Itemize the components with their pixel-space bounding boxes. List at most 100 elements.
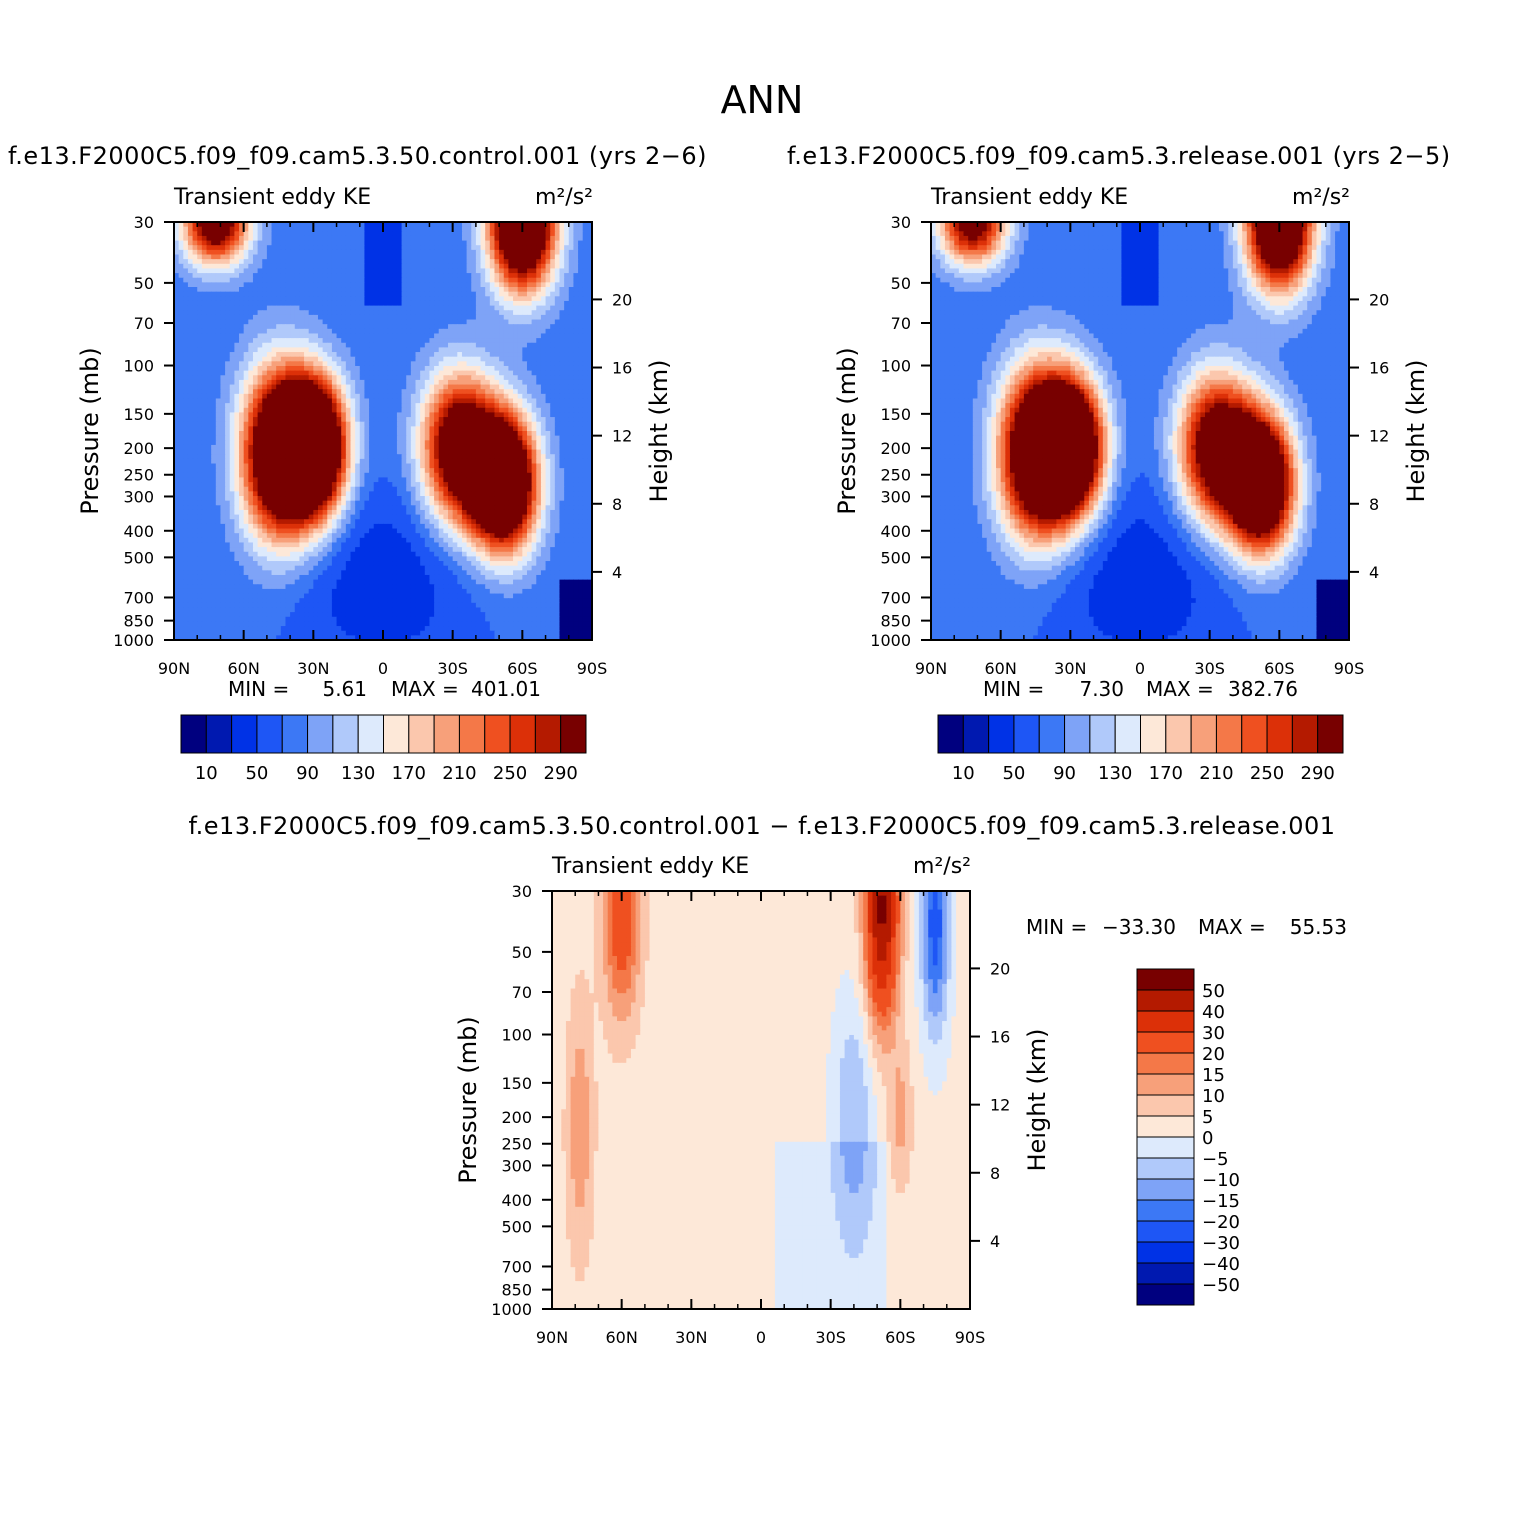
- field-cell: [211, 259, 217, 265]
- field-cell: [192, 412, 198, 418]
- field-cell: [192, 282, 198, 288]
- field-cell: [378, 398, 384, 404]
- field-cell: [526, 393, 533, 400]
- field-cell: [545, 365, 551, 372]
- field-cell: [554, 328, 561, 335]
- field-cell: [280, 268, 287, 274]
- field-cell: [308, 356, 314, 362]
- field-cell: [215, 431, 222, 437]
- field-cell: [369, 319, 375, 325]
- field-cell: [559, 375, 565, 381]
- field-cell: [401, 463, 407, 469]
- field-cell: [387, 291, 393, 297]
- field-cell: [573, 291, 579, 297]
- field-cell: [499, 370, 505, 376]
- field-cell: [480, 254, 486, 260]
- field-cell: [178, 472, 184, 479]
- field-cell: [373, 268, 379, 274]
- field-cell: [392, 282, 398, 288]
- field-cell: [220, 347, 226, 353]
- field-cell: [387, 287, 393, 293]
- field-cell: [396, 231, 403, 237]
- field-cell: [341, 282, 347, 288]
- field-cell: [429, 370, 435, 376]
- field-cell: [452, 463, 458, 469]
- field-cell: [345, 398, 352, 404]
- field-cell: [257, 393, 263, 400]
- field-cell: [554, 352, 561, 358]
- field-cell: [448, 444, 454, 451]
- field-cell: [183, 370, 189, 376]
- field-cell: [406, 310, 412, 316]
- field-cell: [578, 444, 584, 451]
- field-cell: [373, 352, 379, 358]
- field-cell: [271, 449, 277, 455]
- field-cell: [522, 305, 528, 311]
- field-cell: [294, 375, 300, 381]
- field-cell: [206, 310, 212, 316]
- field-cell: [582, 268, 588, 274]
- field-cell: [359, 352, 366, 358]
- field-cell: [239, 477, 245, 483]
- field-cell: [257, 468, 263, 474]
- field-cell: [568, 319, 575, 325]
- field-cell: [331, 273, 338, 279]
- field-cell: [266, 273, 273, 279]
- field-cell: [290, 240, 296, 246]
- field-cell: [317, 365, 324, 372]
- field-cell: [225, 412, 231, 418]
- field-cell: [415, 222, 421, 228]
- field-cell: [234, 222, 240, 228]
- field-cell: [225, 333, 231, 339]
- field-cell: [448, 254, 454, 260]
- field-cell: [187, 333, 194, 339]
- field-cell: [220, 352, 226, 358]
- field-cell: [178, 454, 184, 460]
- field-cell: [252, 440, 259, 446]
- field-cell: [266, 314, 273, 321]
- field-cell: [369, 263, 375, 270]
- field-cell: [345, 435, 352, 441]
- field-cell: [276, 463, 282, 469]
- field-cell: [174, 314, 180, 321]
- field-cell: [406, 398, 412, 404]
- field-cell: [587, 384, 593, 390]
- field-cell: [183, 375, 189, 381]
- field-cell: [540, 235, 547, 242]
- field-cell: [220, 361, 226, 367]
- field-cell: [448, 222, 454, 228]
- field-cell: [336, 282, 342, 288]
- field-cell: [290, 231, 296, 237]
- field-cell: [536, 277, 542, 283]
- field-cell: [252, 384, 259, 390]
- field-cell: [336, 472, 342, 479]
- field-cell: [531, 268, 537, 274]
- field-cell: [299, 282, 305, 288]
- field-cell: [429, 254, 435, 260]
- field-cell: [522, 444, 528, 451]
- field-cell: [513, 454, 519, 460]
- field-cell: [434, 222, 440, 228]
- field-cell: [243, 398, 249, 404]
- field-cell: [466, 426, 472, 432]
- field-cell: [257, 463, 263, 469]
- field-cell: [526, 268, 533, 274]
- field-cell: [280, 370, 287, 376]
- field-cell: [526, 291, 533, 297]
- field-cell: [452, 393, 458, 400]
- field-cell: [276, 231, 282, 237]
- field-cell: [457, 259, 463, 265]
- field-cell: [355, 352, 361, 358]
- field-cell: [396, 319, 403, 325]
- field-cell: [429, 389, 435, 395]
- field-cell: [266, 398, 273, 404]
- field-cell: [327, 222, 333, 228]
- field-cell: [485, 296, 491, 302]
- field-cell: [327, 282, 333, 288]
- field-cell: [452, 310, 458, 316]
- field-cell: [489, 458, 496, 465]
- field-cell: [499, 361, 505, 367]
- field-cell: [587, 370, 593, 376]
- field-cell: [355, 421, 361, 427]
- field-cell: [401, 444, 407, 451]
